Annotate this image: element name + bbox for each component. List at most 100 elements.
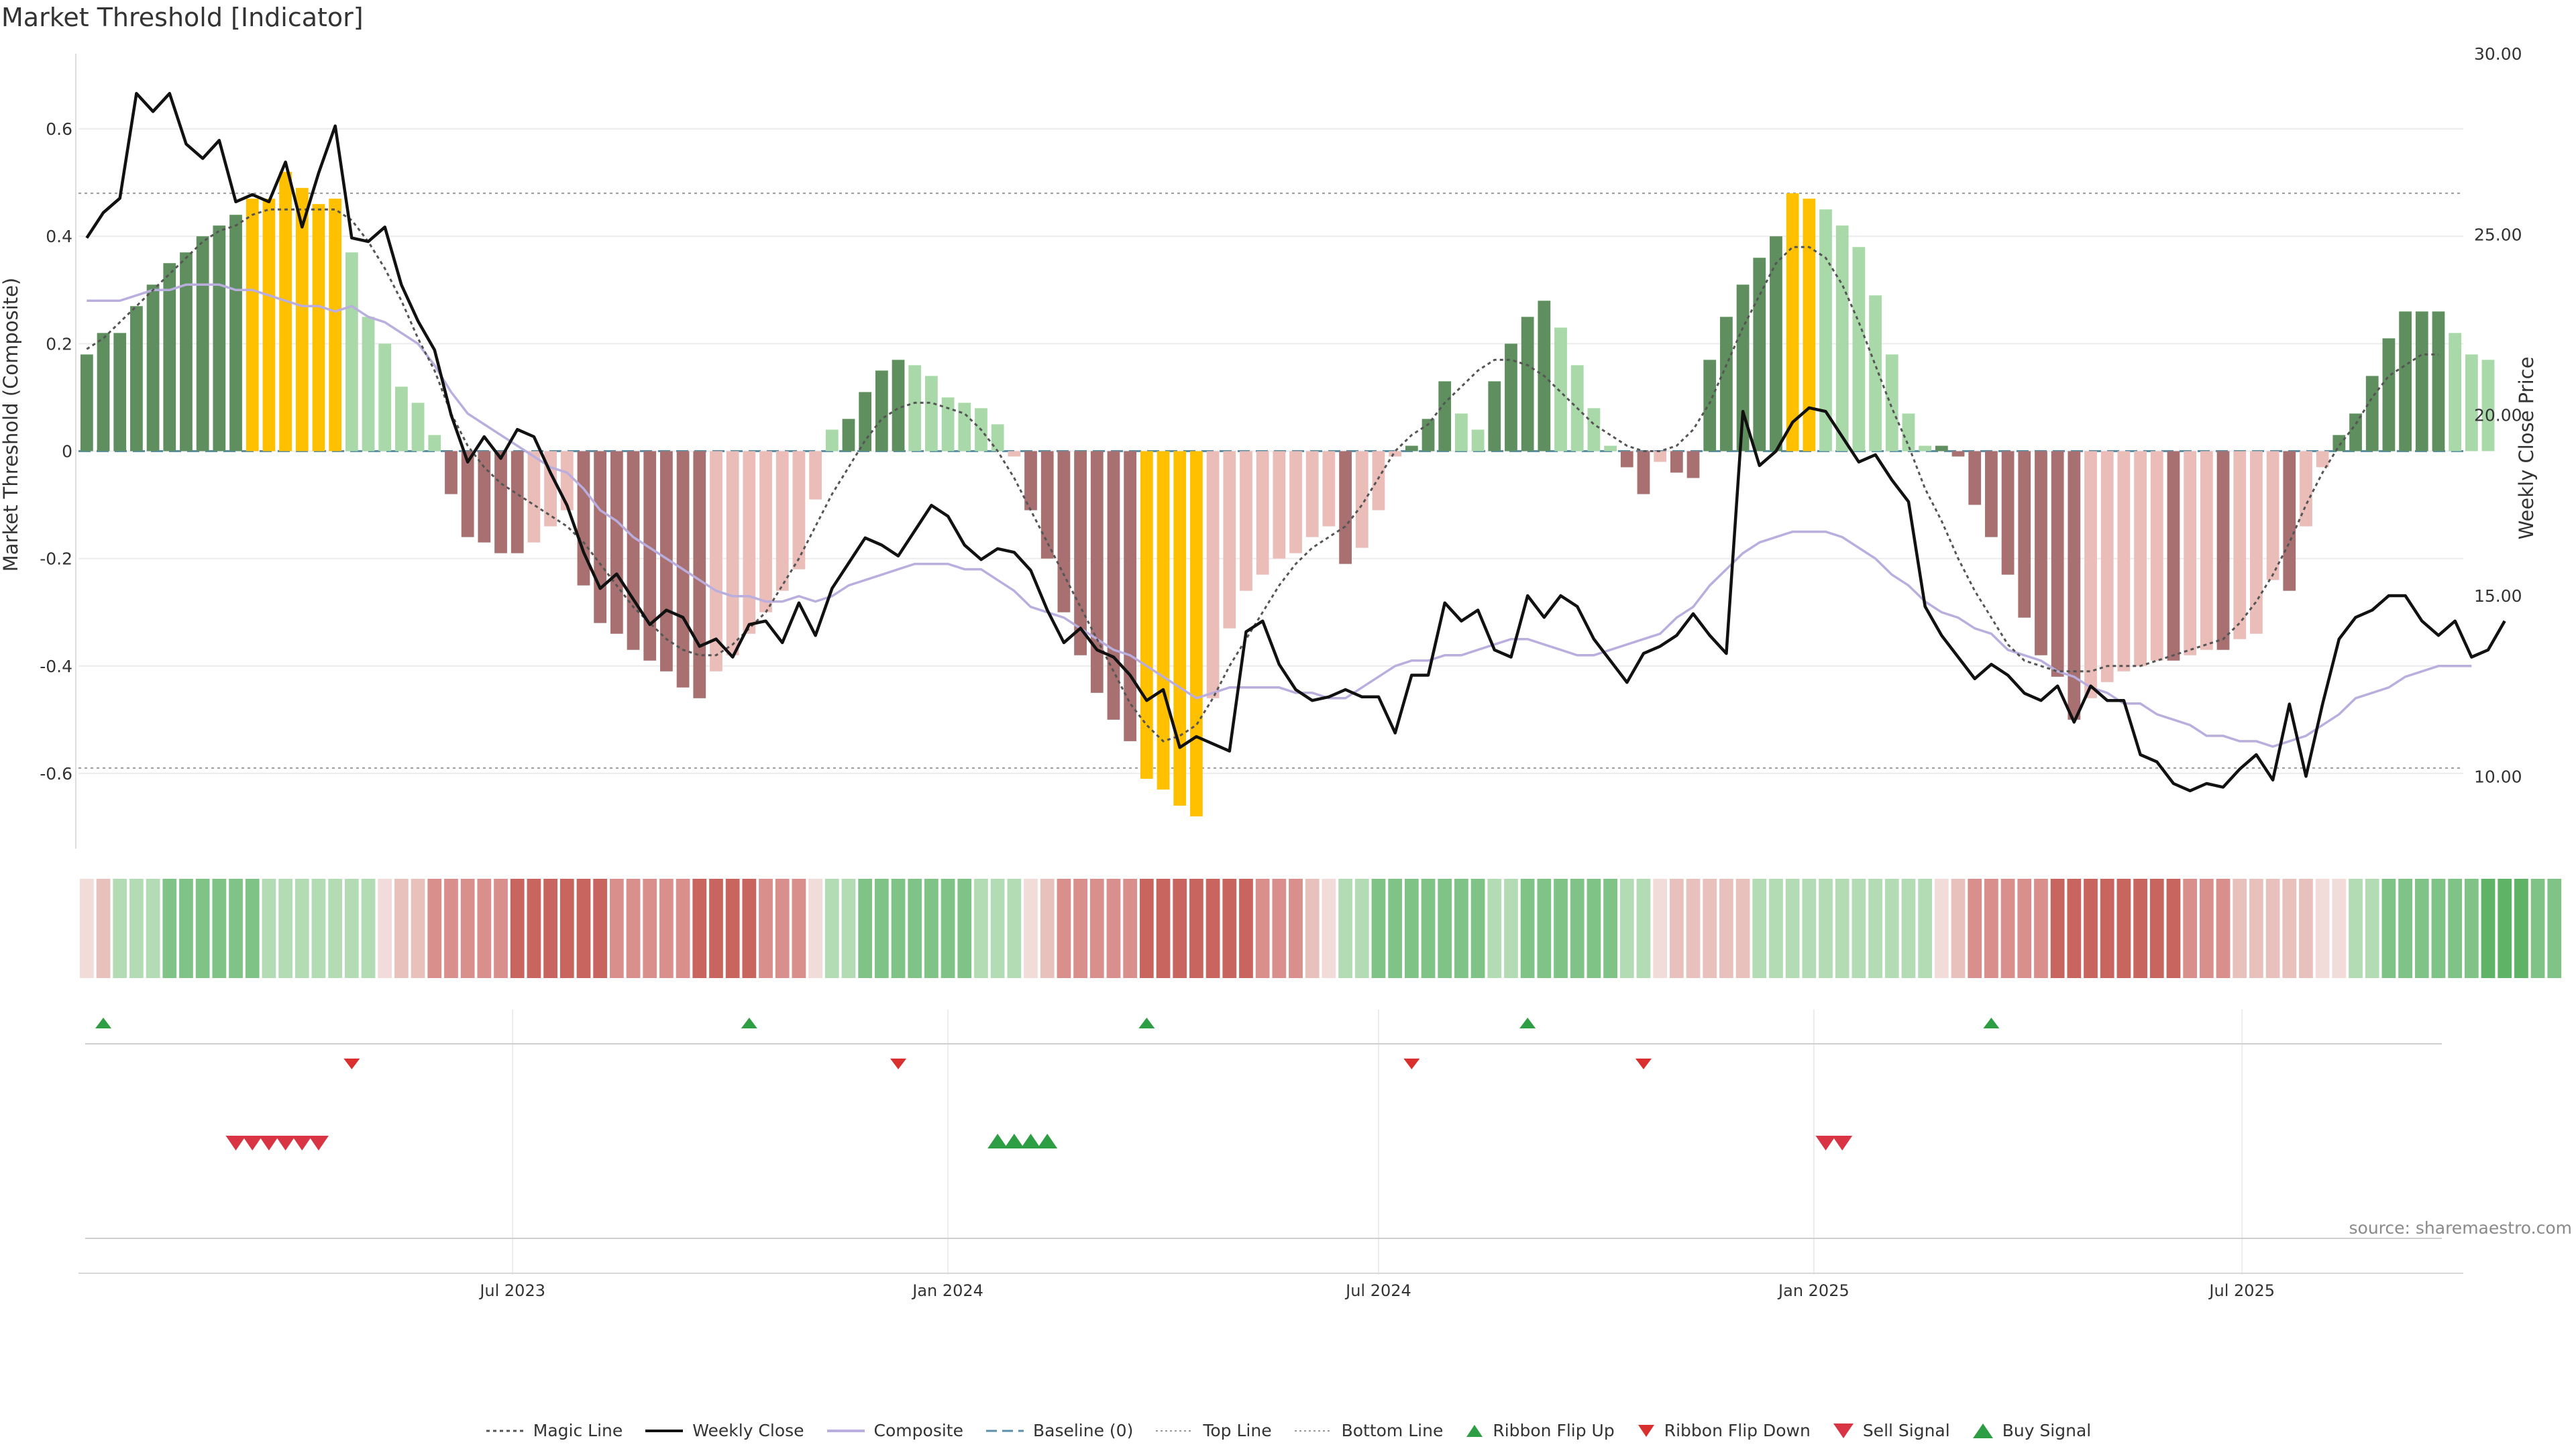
ribbon-cell <box>1404 879 1419 978</box>
y2-tick-label: 30.00 <box>2474 44 2522 64</box>
composite-bar <box>1835 225 1849 451</box>
ribbon-cell <box>759 879 773 978</box>
ribbon-cell <box>1338 879 1352 978</box>
legend: Magic Line Weekly Close Composite Baseli… <box>0 1421 2576 1440</box>
ribbon-cell <box>1520 879 1535 978</box>
composite-bar <box>2300 451 2312 527</box>
ribbon-cell <box>229 879 243 978</box>
ribbon-cell <box>1289 879 1303 978</box>
sell-signal-marker <box>292 1136 313 1150</box>
ribbon-cell <box>643 879 657 978</box>
ribbon-cell <box>1819 879 1833 978</box>
y2-tick-label: 10.00 <box>2474 767 2522 786</box>
composite-bar <box>1405 445 1418 451</box>
composite-bar <box>1852 247 1866 451</box>
composite-bar <box>2018 451 2031 618</box>
ribbon-cell <box>941 879 955 978</box>
ribbon-cell <box>2133 879 2147 978</box>
composite-bar <box>180 252 193 451</box>
ribbon-flip-up-marker <box>1138 1018 1155 1028</box>
ribbon-cell <box>1570 879 1585 978</box>
ribbon-cell <box>1968 879 1982 978</box>
composite-bar <box>1140 451 1153 779</box>
composite-bar <box>1720 317 1733 451</box>
composite-bar <box>1421 419 1435 451</box>
composite-bar <box>991 424 1004 451</box>
y-tick-label: 0 <box>62 442 72 462</box>
composite-bar <box>1355 451 1368 548</box>
composite-bar <box>2200 451 2213 650</box>
composite-bar <box>1339 451 1352 564</box>
x-tick-label: Jan 2025 <box>1777 1281 1849 1300</box>
ribbon-cell <box>2166 879 2181 978</box>
composite-bar <box>759 451 772 612</box>
ribbon-cell <box>294 879 309 978</box>
legend-label: Top Line <box>1203 1421 1272 1440</box>
composite-bar <box>941 397 955 451</box>
left-axis: -0.6 -0.4 -0.2 0 0.2 0.4 0.6 <box>40 54 76 849</box>
ribbon-cell <box>394 879 409 978</box>
ribbon-cell <box>1189 879 1203 978</box>
composite-bar <box>1074 451 1087 655</box>
sell-signal-marker <box>275 1136 296 1150</box>
composite-bar <box>2167 451 2180 661</box>
ribbon-cell <box>1106 879 1121 978</box>
composite-bar <box>1753 258 1766 451</box>
ribbon-cell <box>891 879 906 978</box>
composite-bar <box>1587 408 1601 451</box>
ribbon-flip-down-marker <box>343 1059 360 1069</box>
ribbon-cell <box>659 879 674 978</box>
composite-bar <box>1173 451 1187 806</box>
triangle-down-icon <box>1638 1424 1654 1437</box>
composite-bar <box>809 451 822 500</box>
ribbon-cell <box>692 879 707 978</box>
ribbon-cell <box>2315 879 2330 978</box>
sell-signal-marker <box>225 1136 246 1150</box>
composite-bar <box>295 188 309 451</box>
ribbon-cell <box>2332 879 2347 978</box>
ribbon-flip-down-marker <box>1635 1059 1652 1069</box>
ribbon-cell <box>344 879 359 978</box>
ribbon-cell <box>1089 879 1104 978</box>
composite-bar <box>246 199 259 451</box>
y-tick-label: 0.4 <box>46 227 72 246</box>
composite-bar <box>345 252 358 451</box>
composite-bar <box>1190 451 1203 816</box>
ribbon-cell <box>2100 879 2114 978</box>
ribbon-cell <box>1438 879 1452 978</box>
ribbon-cell <box>2398 879 2412 978</box>
legend-swatch-weekly-close <box>645 1429 684 1432</box>
ribbon-cell <box>974 879 988 978</box>
ribbon-cell <box>1156 879 1171 978</box>
triangle-down-icon <box>1833 1423 1854 1438</box>
ribbon-cell <box>262 879 276 978</box>
composite-bar <box>229 215 242 451</box>
composite-bar <box>411 402 425 451</box>
composite-bar <box>1521 317 1534 451</box>
ribbon-cell <box>1322 879 1336 978</box>
ribbon-cell <box>1255 879 1270 978</box>
composite-bar <box>1637 451 1650 494</box>
ribbon-cell <box>2183 879 2198 978</box>
ribbon-cell <box>129 879 144 978</box>
composite-bar <box>1124 451 1137 741</box>
composite-bar <box>1902 413 1915 451</box>
ribbon-cell <box>1984 879 1998 978</box>
composite-bar <box>262 199 276 451</box>
ribbon-cell <box>361 879 376 978</box>
ribbon-cell <box>1537 879 1552 978</box>
ribbon-cell <box>427 879 442 978</box>
composite-bar <box>527 451 541 543</box>
ribbon-cell <box>2530 879 2545 978</box>
composite-bar <box>627 451 640 650</box>
ribbon-cell <box>1173 879 1187 978</box>
composite-bar <box>1040 451 1054 559</box>
x-tick-label: Jul 2025 <box>2208 1281 2275 1300</box>
ribbon-cell <box>2199 879 2214 978</box>
ribbon-cell <box>543 879 557 978</box>
composite-bar <box>378 343 392 451</box>
composite-bar <box>1223 451 1236 629</box>
legend-item-weekly-close: Weekly Close <box>644 1421 804 1440</box>
ribbon-cell <box>593 879 608 978</box>
composite-bar <box>1389 451 1402 457</box>
